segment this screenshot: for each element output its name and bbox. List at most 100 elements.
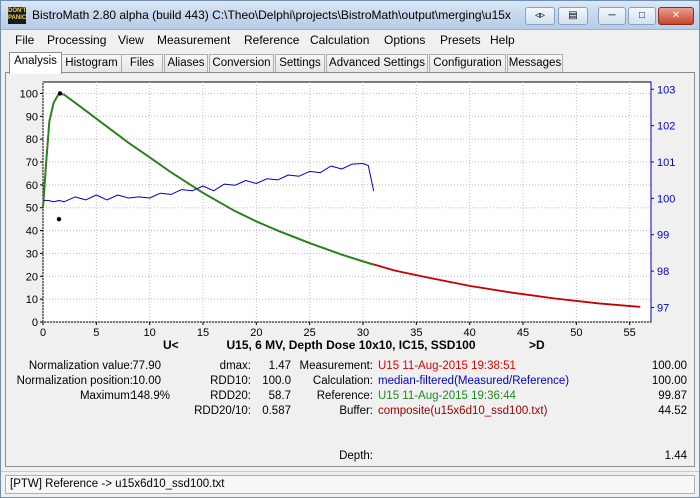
- x-tick-label: 45: [517, 327, 529, 339]
- x-tick-label: 40: [464, 327, 476, 339]
- menu-options[interactable]: Options: [384, 33, 426, 47]
- y-right-tick-label: 102: [657, 121, 675, 133]
- data-markers: [56, 91, 63, 222]
- calculation-value: 100.00: [651, 375, 687, 387]
- normalization-position-label: Normalization position:: [16, 375, 133, 387]
- status-bar: [PTW] Reference -> u15x6d10_ssd100.txt: [1, 471, 699, 497]
- chart-title: U15, 6 MV, Depth Dose 10x10, IC15, SSD10…: [226, 338, 475, 352]
- y-right-tick-label: 97: [657, 302, 669, 314]
- menu-bar: File Processing View Measurement Referen…: [1, 31, 699, 51]
- menu-file[interactable]: File: [15, 33, 35, 47]
- measurement-source[interactable]: U15 11-Aug-2015 19:38:51: [378, 360, 516, 372]
- y-left-tick-label: 20: [26, 271, 38, 283]
- data-marker: [57, 91, 63, 96]
- dmax-label: dmax:: [219, 360, 251, 372]
- x-tick-label: 15: [197, 327, 209, 339]
- plot-area: [42, 81, 652, 323]
- menu-presets[interactable]: Presets: [440, 33, 481, 47]
- menu-calculation[interactable]: Calculation: [310, 33, 370, 47]
- x-tick-label: 0: [40, 327, 46, 339]
- menu-measurement[interactable]: Measurement: [157, 33, 231, 47]
- rdd10-label: RDD10:: [210, 375, 251, 387]
- close-button[interactable]: ✕: [658, 7, 694, 25]
- y-right-tick-label: 98: [657, 266, 669, 278]
- y-left-tick-label: 10: [26, 294, 38, 306]
- rdd2010-label: RDD20/10:: [194, 405, 251, 417]
- nav-arrows-button[interactable]: ◃▹: [525, 7, 555, 25]
- x-tick-label: 35: [410, 327, 422, 339]
- x-tick-label: 20: [250, 327, 262, 339]
- minimize-button[interactable]: ─: [598, 7, 626, 25]
- data-marker: [56, 216, 62, 222]
- menu-view[interactable]: View: [118, 33, 144, 47]
- menu-reference[interactable]: Reference: [244, 33, 300, 47]
- tab-bar: Analysis Histogram Files Aliases Convers…: [1, 52, 699, 74]
- x-tick-label: 50: [570, 327, 582, 339]
- rdd20-label: RDD20:: [210, 390, 251, 402]
- menu-processing[interactable]: Processing: [47, 33, 107, 47]
- x-tick-label: 10: [144, 327, 156, 339]
- tab-analysis[interactable]: Analysis: [9, 52, 62, 74]
- axis-ticks: 0 5 10 15 20 25 30 35 40 45 50 55 0 10 20 30 40 50 60 70 80 9…: [20, 82, 675, 339]
- tab-files[interactable]: Files: [121, 54, 163, 73]
- rdd2010-value: 0.587: [262, 405, 291, 417]
- y-right-tick-label: 103: [657, 84, 675, 96]
- tab-histogram[interactable]: Histogram: [61, 54, 122, 73]
- x-tick-label: 30: [357, 327, 369, 339]
- rdd20-value: 58.7: [268, 390, 291, 402]
- reference-label: Reference:: [316, 390, 373, 402]
- right-nav-label[interactable]: >D: [529, 338, 545, 352]
- normalization-value: 77.90: [132, 360, 161, 372]
- app-logo-text: DON'T PANIC: [8, 8, 27, 21]
- y-left-tick-label: 60: [26, 180, 38, 192]
- depth-label: Depth:: [339, 450, 373, 462]
- tab-settings[interactable]: Settings: [275, 54, 325, 73]
- maximize-button[interactable]: □: [628, 7, 656, 25]
- tab-configuration[interactable]: Configuration: [429, 54, 506, 73]
- y-left-tick-label: 100: [20, 88, 38, 100]
- status-text: [PTW] Reference -> u15x6d10_ssd100.txt: [5, 475, 695, 494]
- app-logo-icon: DON'T PANIC: [8, 7, 26, 24]
- y-left-tick-label: 80: [26, 134, 38, 146]
- calculation-label: Calculation:: [312, 375, 373, 387]
- tab-aliases[interactable]: Aliases: [164, 54, 208, 73]
- calculation-source[interactable]: median-filtered(Measured/Reference): [378, 375, 570, 387]
- reference-value: 99.87: [658, 390, 687, 402]
- y-left-tick-label: 0: [32, 317, 38, 329]
- x-tick-label: 5: [93, 327, 99, 339]
- y-left-tick-label: 90: [26, 111, 38, 123]
- y-right-tick-label: 99: [657, 230, 669, 242]
- buffer-source[interactable]: composite(u15x6d10_ssd100.txt): [378, 405, 548, 417]
- y-left-tick-label: 50: [26, 203, 38, 215]
- maximum-value: 148.9%: [131, 390, 171, 402]
- rdd10-value: 100.0: [262, 375, 291, 387]
- measured-curve: [42, 92, 374, 266]
- depth-value: 1.44: [664, 450, 687, 462]
- normalization-position: 10.00: [132, 375, 161, 387]
- depth-dose-chart[interactable]: 0 5 10 15 20 25 30 35 40 45 50 55 0 10 20 30 40 50 60 70 80 9…: [5, 72, 695, 356]
- normalization-value-label: Normalization value:: [28, 360, 133, 372]
- tab-advanced-settings[interactable]: Advanced Settings: [326, 54, 428, 73]
- gridlines: [42, 82, 651, 323]
- title-bar[interactable]: DON'T PANIC BistroMath 2.80 alpha (build…: [1, 1, 699, 30]
- buffer-value: 44.52: [658, 405, 687, 417]
- reference-source[interactable]: U15 11-Aug-2015 19:36:44: [378, 390, 516, 402]
- y-left-tick-label: 70: [26, 157, 38, 169]
- tab-messages[interactable]: Messages: [507, 54, 563, 73]
- menu-help[interactable]: Help: [490, 33, 515, 47]
- measurement-value: 100.00: [651, 360, 687, 372]
- window-menu-button[interactable]: ▤: [558, 7, 588, 25]
- measurement-label: Measurement:: [299, 360, 373, 372]
- dmax-value: 1.47: [268, 360, 291, 372]
- y-right-tick-label: 101: [657, 157, 675, 169]
- window-title: BistroMath 2.80 alpha (build 443) C:\The…: [32, 8, 511, 22]
- y-right-tick-label: 100: [657, 193, 675, 205]
- x-tick-label: 55: [624, 327, 636, 339]
- tab-conversion[interactable]: Conversion: [209, 54, 274, 73]
- left-nav-label[interactable]: U<: [163, 338, 179, 352]
- buffer-label: Buffer:: [339, 405, 373, 417]
- ratio-curve: [42, 163, 375, 203]
- x-tick-label: 25: [304, 327, 316, 339]
- y-left-tick-label: 40: [26, 226, 38, 238]
